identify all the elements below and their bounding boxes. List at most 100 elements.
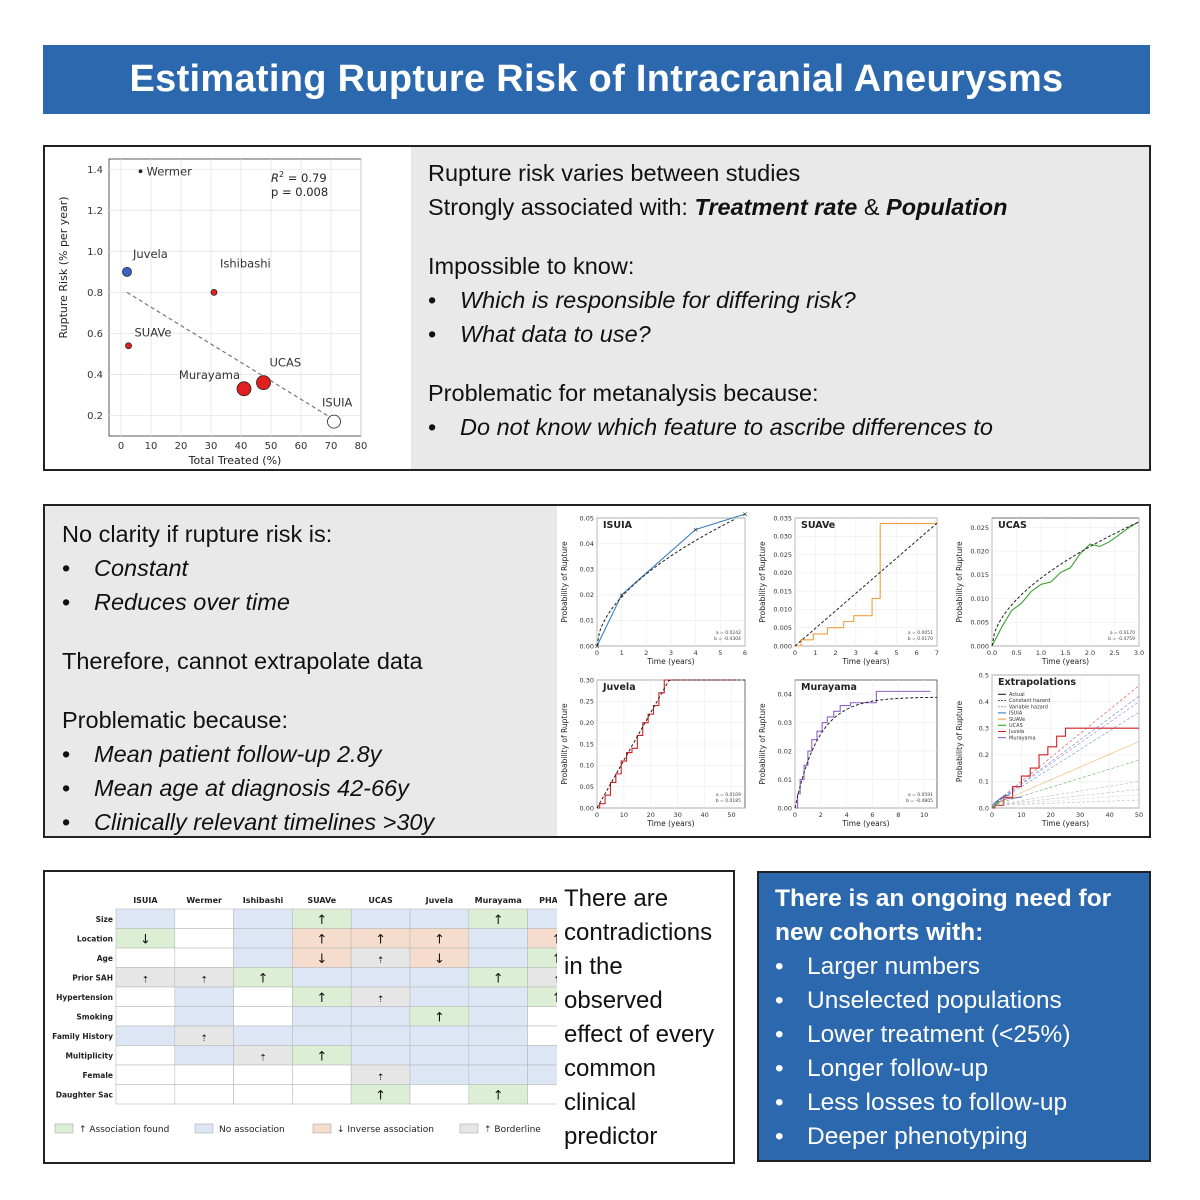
conclusion-heading: There is an ongoing need for <box>775 885 1112 912</box>
curve-chart-ucas: 0.0 0.5 1.0 1.5 2.0 2.5 3.0 0.000 0.005 0.010 0.01… <box>955 517 1144 666</box>
x-tick-label: 0 <box>793 649 797 657</box>
table-cell <box>292 1064 352 1085</box>
data-series <box>795 522 937 647</box>
table-cell <box>174 986 234 1007</box>
table-column-header: Wermer <box>186 896 222 905</box>
table-row-label: Hypertension <box>56 993 113 1002</box>
model-curve <box>596 679 745 809</box>
table-cell <box>468 947 528 968</box>
y-tick-label: 0.2 <box>87 411 103 422</box>
data-marker: × <box>693 526 699 534</box>
table-cell-arrow: ↑ <box>552 932 557 947</box>
data-marker: × <box>619 591 625 599</box>
problem-bullet: Mean age at diagnosis 42-66y <box>62 771 434 805</box>
predictor-table: ISUIA Wermer Ishibashi SUAVe UCAS Juvela Muray… <box>52 896 557 1135</box>
problem-bullet: Clinically relevant timelines >30y <box>62 805 434 839</box>
table-cell <box>527 1006 557 1027</box>
fit-parameter: a = 0.0051 <box>908 630 933 636</box>
y-tick-label: 0.5 <box>979 671 989 679</box>
table-cell <box>409 1064 470 1085</box>
table-column-header: PHASES <box>539 896 557 905</box>
legend-label: Juvela <box>1008 729 1024 735</box>
point-label: UCAS <box>270 356 302 370</box>
x-axis-label: Time (years) <box>841 819 889 828</box>
table-cell <box>468 1025 528 1046</box>
x-tick-label: 30 <box>674 811 682 819</box>
y-tick-label: 0.010 <box>970 595 989 603</box>
table-cell <box>409 908 470 929</box>
x-tick-label: 60 <box>295 441 308 452</box>
variation-line: Rupture risk varies between studies <box>428 160 801 186</box>
x-tick-label: 1.0 <box>1036 649 1046 657</box>
chart-title: Murayama <box>801 682 857 693</box>
metanalysis-heading: Problematic for metanalysis because: <box>428 380 819 406</box>
table-cell <box>115 908 176 929</box>
y-tick-label: 0.02 <box>580 591 594 599</box>
y-tick-label: 0.15 <box>580 740 594 748</box>
table-column-header: Ishibashi <box>243 896 284 905</box>
x-tick-label: 80 <box>355 441 368 452</box>
table-cell <box>350 1006 411 1027</box>
table-cell <box>468 928 528 949</box>
scatter-point <box>122 266 132 277</box>
chart-title: SUAVe <box>801 520 835 531</box>
table-cell <box>115 986 176 1007</box>
plot-frame <box>108 158 362 437</box>
x-tick-label: 10 <box>145 441 158 452</box>
y-tick-label: 0.01 <box>778 776 792 784</box>
x-tick-label: 4 <box>874 649 878 657</box>
model-curve <box>794 696 938 809</box>
need-bullet: Longer follow-up <box>775 1052 1111 1086</box>
table-cell <box>350 1045 411 1066</box>
y-tick-label: 0.035 <box>773 514 792 522</box>
y-tick-label: 1.2 <box>87 206 103 217</box>
point-label: SUAVe <box>135 326 172 340</box>
table-cell <box>527 908 557 929</box>
legend-label: ⇡ Borderline <box>484 1125 541 1135</box>
y-tick-label: 0.0 <box>979 804 989 812</box>
x-tick-label: 0 <box>595 811 599 819</box>
extrapolation-line <box>991 794 1140 806</box>
x-tick-label: 8 <box>896 811 900 819</box>
table-cell-arrow: ↑ <box>434 1010 445 1025</box>
y-tick-label: 0.025 <box>970 524 989 532</box>
table-row-label: Family History <box>52 1032 113 1041</box>
table-cell <box>527 1025 557 1046</box>
y-tick-label: 0.4 <box>979 698 989 706</box>
table-cell-arrow: ↓ <box>316 952 327 967</box>
x-axis-label: Time (years) <box>841 657 889 666</box>
y-tick-label: 0.4 <box>87 370 103 381</box>
x-tick-label: 10 <box>920 811 928 819</box>
x-axis-label: Time (years) <box>1041 657 1089 666</box>
extrapolation-line <box>991 696 1140 806</box>
association-prefix: Strongly associated with: <box>428 194 695 220</box>
y-axis-label: Probability of Rupture <box>560 541 569 623</box>
p-value-annotation: p = 0.008 <box>271 185 328 199</box>
table-cell <box>292 1025 352 1046</box>
table-row-label: Multiplicity <box>65 1051 113 1060</box>
y-tick-label: 0.20 <box>580 719 594 727</box>
x-tick-label: 10 <box>620 811 628 819</box>
panel2-text: No clarity if rupture risk is: Constant … <box>62 517 434 839</box>
association-line: Strongly associated with: Treatment rate… <box>428 190 1007 224</box>
table-cell-arrow: ↑ <box>316 991 327 1006</box>
x-tick-label: 0 <box>793 811 797 819</box>
x-tick-label: 1 <box>620 649 624 657</box>
y-tick-label: 0.02 <box>778 747 792 755</box>
table-cell <box>233 1084 293 1105</box>
x-axis-label: Time (years) <box>1041 819 1089 828</box>
fit-parameter: b = -0.4304 <box>714 636 741 642</box>
fit-parameter: a = 0.0591 <box>908 792 933 798</box>
model-curve <box>991 521 1140 647</box>
y-axis-label: Probability of Rupture <box>758 703 767 785</box>
table-cell <box>233 1064 293 1085</box>
contradiction-line: contradictions <box>564 919 713 946</box>
legend-label: Variable hazard <box>1009 704 1048 710</box>
x-tick-label: 50 <box>1135 811 1143 819</box>
clarity-bullet: Constant <box>62 551 434 585</box>
x-tick-label: 2.5 <box>1109 649 1119 657</box>
data-marker: × <box>742 511 748 519</box>
impossible-bullet: Which is responsible for differing risk? <box>428 283 1007 317</box>
contradiction-line: effect of every <box>564 1021 715 1048</box>
y-tick-label: 1.4 <box>87 165 103 176</box>
